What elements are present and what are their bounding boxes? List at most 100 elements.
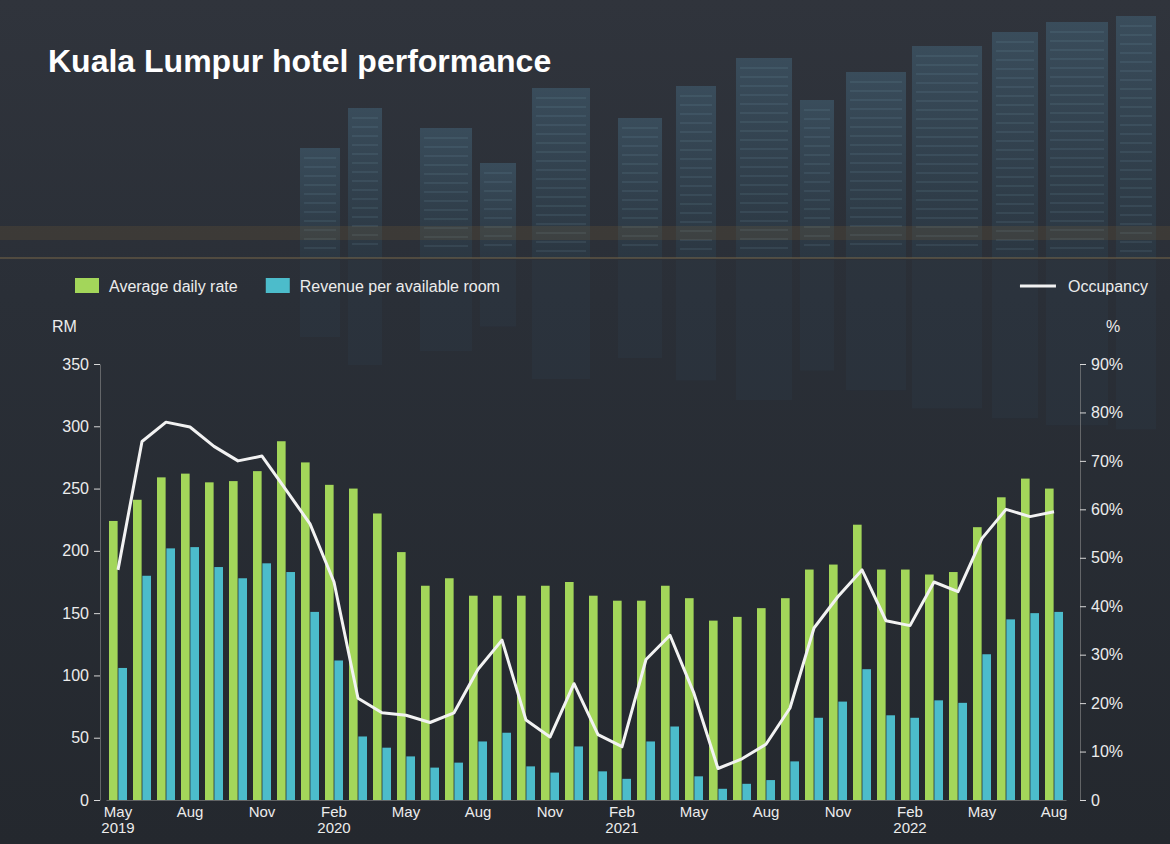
background-window-row	[680, 114, 712, 115]
background-window-row	[1050, 185, 1104, 186]
background-window-row	[916, 155, 978, 156]
background-reflection	[912, 260, 982, 408]
background-window-row	[536, 125, 586, 126]
background-window-row	[680, 150, 712, 151]
background-window-row	[1120, 242, 1152, 243]
bar	[757, 608, 766, 800]
background-window-row	[804, 164, 830, 165]
x-tick: Feb2021	[605, 803, 638, 837]
x-tick-label: May	[968, 803, 997, 820]
background-window-row	[352, 217, 378, 218]
y2-tick-mark	[1080, 703, 1086, 704]
background-window-row	[622, 164, 658, 165]
background-reflection	[300, 260, 340, 337]
bar	[397, 552, 406, 800]
background-reflection	[618, 260, 662, 358]
background-window-row	[622, 173, 658, 174]
bar	[742, 784, 751, 800]
background-window-row	[352, 190, 378, 191]
background-window-row	[1120, 215, 1152, 216]
background-window-row	[1120, 44, 1152, 45]
x-tick-label-line: 2022	[893, 819, 926, 836]
background-window-row	[1120, 107, 1152, 108]
y2-axis: 010%20%30%40%50%60%70%80%90%	[1080, 356, 1123, 809]
background-window-row	[996, 141, 1034, 142]
background-window-row	[1050, 122, 1104, 123]
x-tick-label: Feb2021	[605, 803, 638, 837]
y-tick-label: 100	[62, 667, 89, 684]
bar	[181, 474, 190, 800]
background-window-row	[996, 42, 1034, 43]
background-window-row	[850, 190, 902, 191]
x-tick: May	[392, 803, 421, 820]
bar	[925, 575, 934, 800]
background-window-row	[622, 245, 658, 246]
background-window-row	[916, 83, 978, 84]
background-window-row	[680, 105, 712, 106]
background-window-row	[536, 98, 586, 99]
background-window-row	[804, 245, 830, 246]
bar	[598, 771, 607, 800]
background-window-row	[804, 146, 830, 147]
x-tick-label: May	[680, 803, 709, 820]
y2-tick-label: 80%	[1091, 404, 1123, 421]
bar	[838, 702, 847, 800]
background-window-row	[916, 65, 978, 66]
y-tick-mark	[94, 426, 100, 427]
background-window-row	[484, 173, 512, 174]
background-window-row	[484, 191, 512, 192]
bar	[430, 768, 439, 800]
background-window-row	[850, 181, 902, 182]
bar	[526, 766, 535, 800]
y-tick-mark	[94, 551, 100, 552]
background-window-row	[352, 181, 378, 182]
background-window-row	[536, 251, 586, 252]
background-window-row	[916, 200, 978, 201]
background-window-row	[622, 137, 658, 138]
background-window-row	[352, 163, 378, 164]
background-window-row	[996, 114, 1034, 115]
background-window-row	[850, 127, 902, 128]
background-window-row	[850, 118, 902, 119]
background-window-row	[1120, 179, 1152, 180]
background-window-row	[804, 218, 830, 219]
background-window-row	[850, 154, 902, 155]
bar	[133, 500, 142, 800]
background-window-row	[622, 155, 658, 156]
background-window-row	[740, 68, 788, 69]
background-window-row	[916, 191, 978, 192]
background-window-row	[804, 110, 830, 111]
background-reflection	[800, 260, 834, 371]
x-tick-label-line: Nov	[537, 803, 564, 820]
bar	[637, 601, 646, 800]
bar	[109, 521, 118, 800]
background-window-row	[850, 82, 902, 83]
background-window-row	[304, 221, 336, 222]
background-window-row	[536, 152, 586, 153]
bar	[493, 596, 502, 800]
bar	[214, 567, 223, 800]
x-tick-label: Nov	[825, 803, 852, 820]
bar	[406, 756, 415, 800]
background-window-row	[536, 116, 586, 117]
background-window-row	[740, 140, 788, 141]
bar	[229, 481, 238, 800]
y2-tick-mark	[1080, 509, 1086, 510]
bar	[205, 482, 214, 800]
legend-label: Average daily rate	[109, 278, 238, 295]
background-window-row	[1050, 113, 1104, 114]
y2-tick-label: 90%	[1091, 356, 1123, 373]
background-window-row	[804, 137, 830, 138]
background-window-row	[804, 128, 830, 129]
bar	[277, 441, 286, 800]
bar	[958, 703, 967, 800]
background-window-row	[996, 249, 1034, 250]
background-window-row	[850, 244, 902, 245]
background-reflection	[532, 260, 590, 379]
axis-line	[107, 800, 1067, 801]
bar	[814, 718, 823, 800]
background-building	[1046, 22, 1108, 258]
x-tick: Nov	[249, 803, 276, 820]
background-window-row	[850, 172, 902, 173]
x-tick-label-line: May	[680, 803, 709, 820]
